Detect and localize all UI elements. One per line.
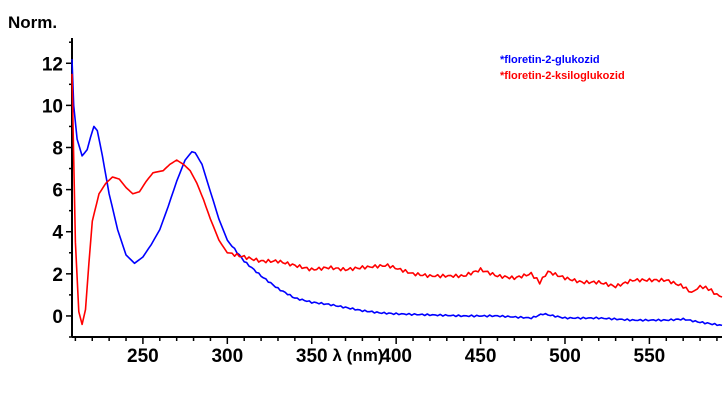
y-tick-label: 4 <box>52 223 63 244</box>
y-tick-label: 6 <box>52 181 63 202</box>
y-tick-label: 10 <box>42 96 63 117</box>
x-tick-label: 550 <box>634 346 666 367</box>
x-tick-label: 450 <box>465 346 497 367</box>
legend: *floretin-2-glukozid *floretin-2-ksiloglu… <box>500 54 625 82</box>
series-line-2 <box>71 73 723 326</box>
plot-area: 0 2 4 6 8 10 12 250 300 350 400 450 500 550 <box>42 38 723 367</box>
x-tick-label: 350 <box>296 346 328 367</box>
x-tick-label: 300 <box>211 346 243 367</box>
y-axis-title: Norm. <box>8 13 57 32</box>
y-tick-label: 8 <box>52 138 63 159</box>
y-tick-label: 12 <box>42 54 63 75</box>
x-tick-label: 400 <box>380 346 412 367</box>
x-tick-label: 250 <box>127 346 159 367</box>
series-line-1 <box>71 59 723 327</box>
x-axis-title: λ (nm) <box>333 346 384 365</box>
x-tick-label: 500 <box>549 346 581 367</box>
legend-entry-1: *floretin-2-glukozid <box>500 54 600 66</box>
y-tick-label: 0 <box>52 307 63 328</box>
legend-entry-2: *floretin-2-ksiloglukozid <box>500 70 625 82</box>
y-tick-label: 2 <box>52 265 63 286</box>
